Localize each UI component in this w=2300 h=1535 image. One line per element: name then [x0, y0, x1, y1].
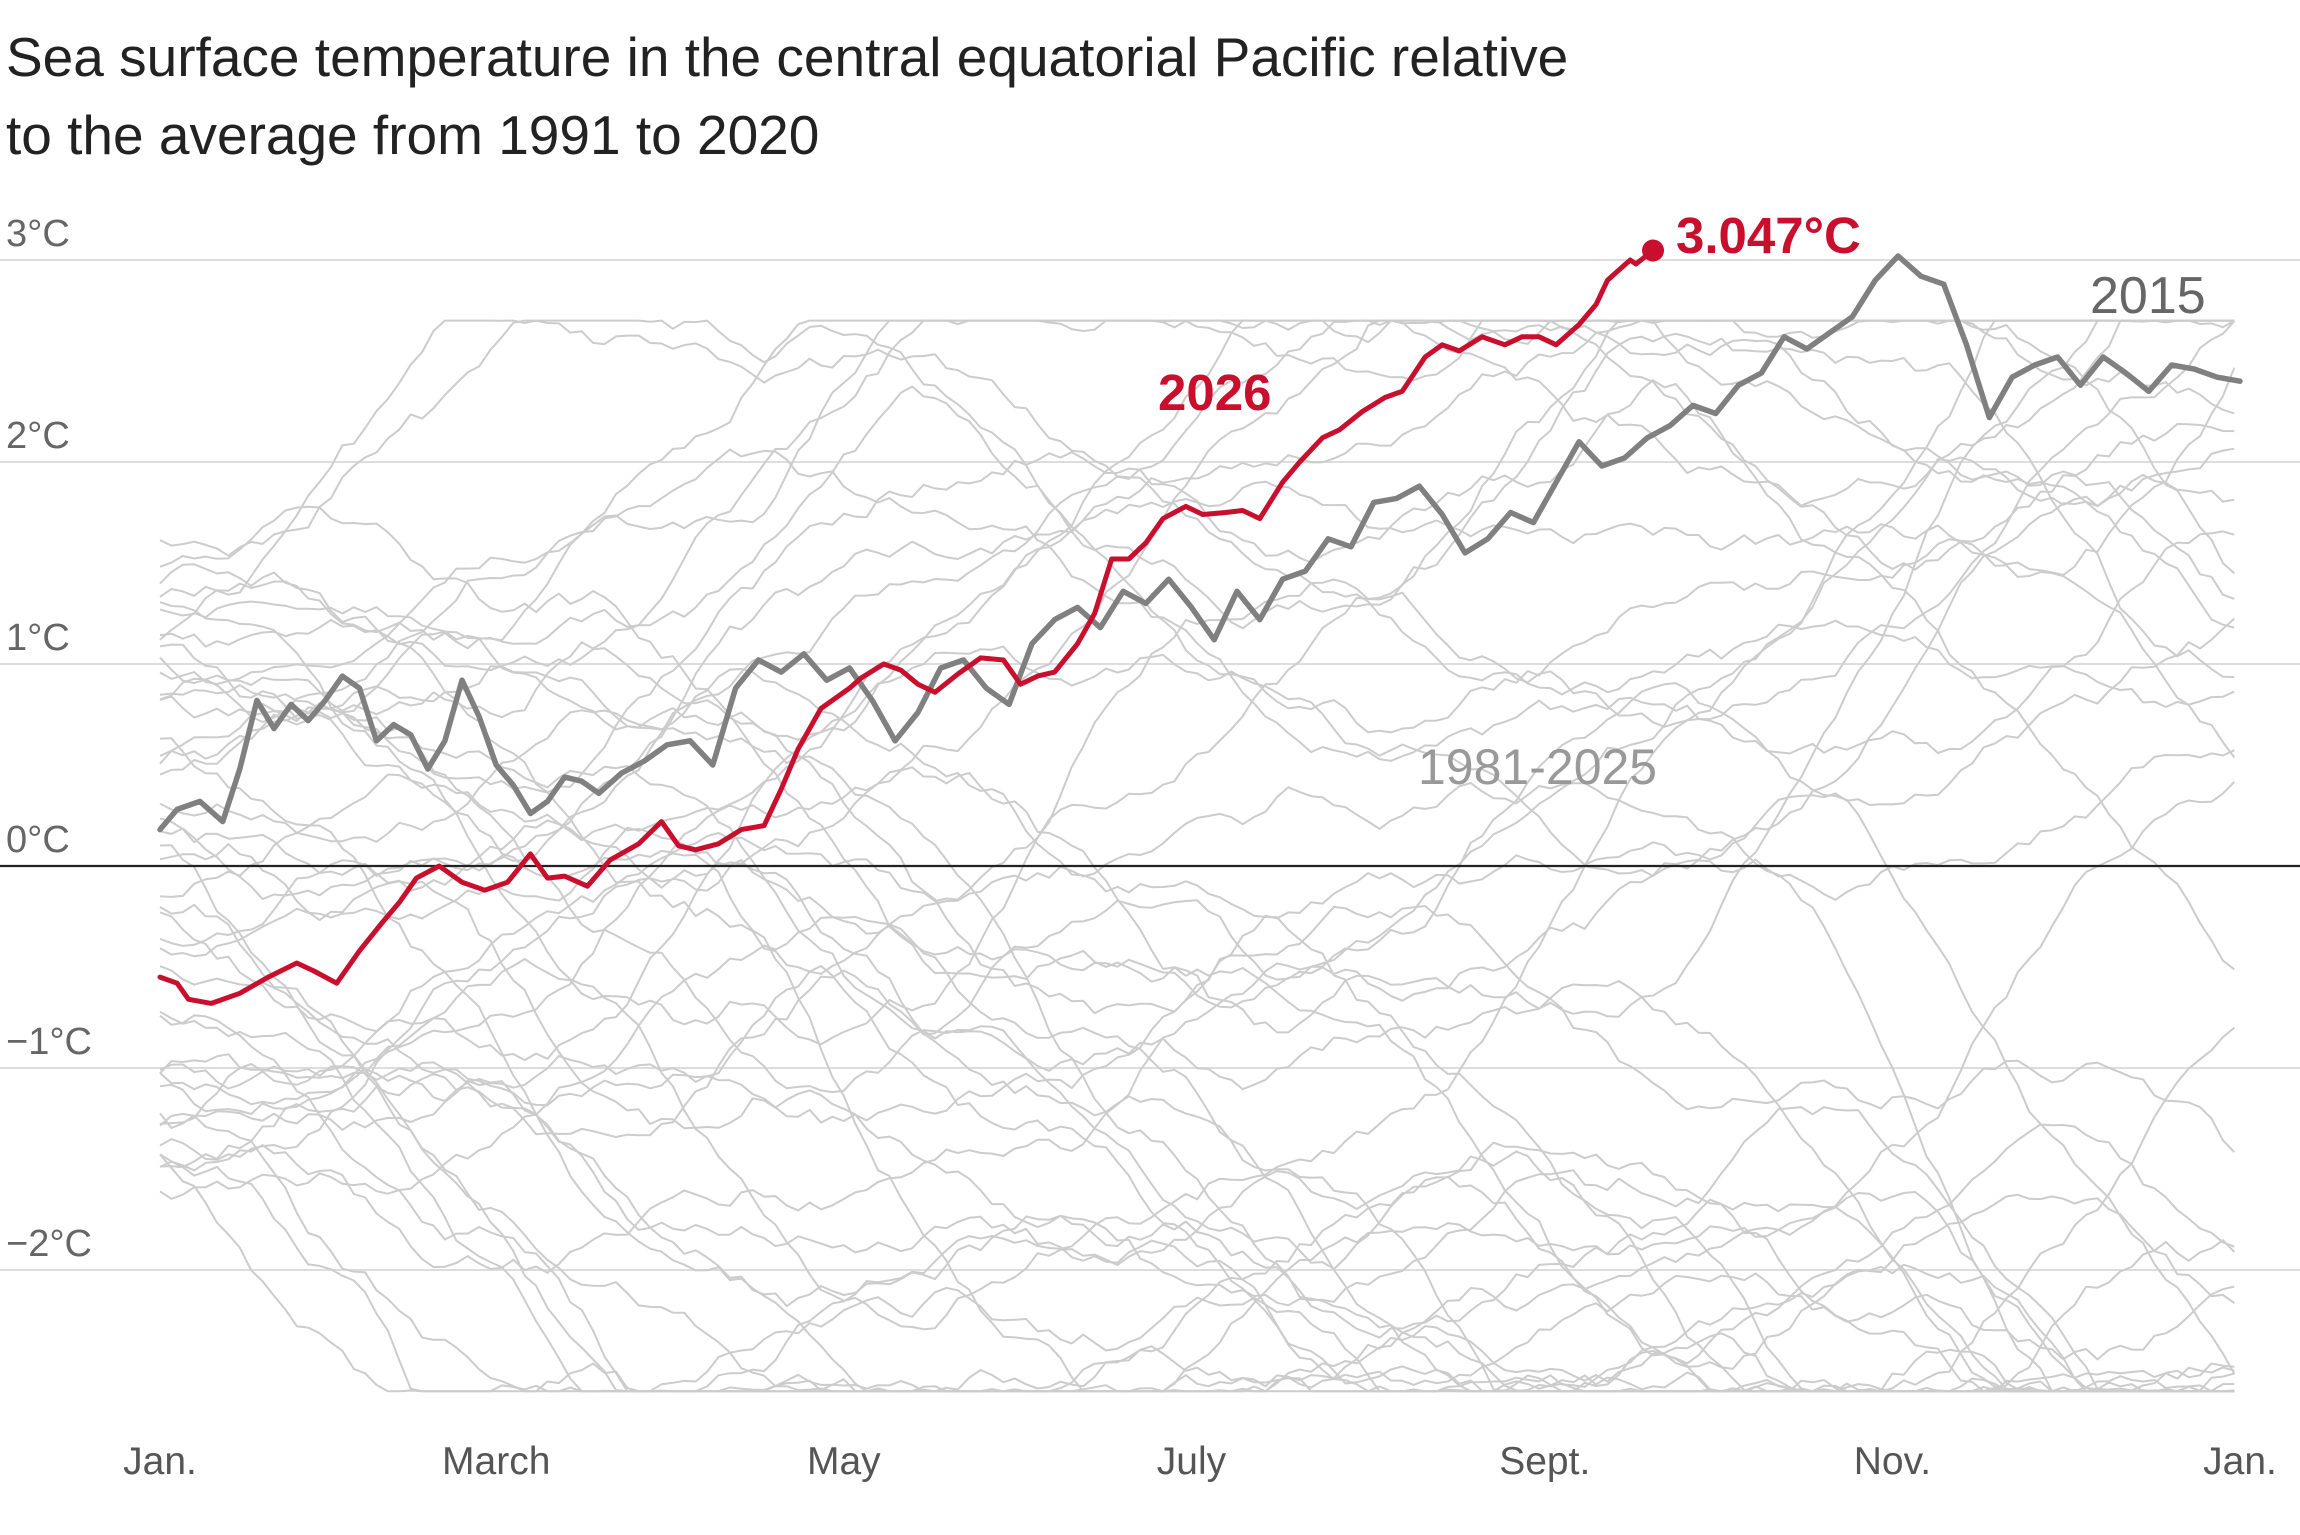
- history-line: [159, 319, 2235, 708]
- history-line: [159, 709, 2235, 1393]
- history-line: [159, 319, 2235, 1393]
- x-tick-label: May: [807, 1440, 881, 1483]
- history-line: [159, 684, 2235, 1393]
- history-line: [159, 617, 2235, 1062]
- x-tick-label: Nov.: [1854, 1440, 1931, 1483]
- history-line: [159, 782, 2235, 1393]
- x-axis-ticks: Jan. March May July Sept. Nov. Jan.: [123, 1440, 2277, 1483]
- historical-lines: [159, 319, 2236, 1393]
- history-line: [159, 319, 2235, 734]
- history-line: [159, 711, 2235, 1393]
- history-line: [159, 447, 2235, 1138]
- history-line: [159, 319, 2235, 685]
- y-tick-label: 3°C: [6, 213, 70, 255]
- x-tick-label: Jan.: [123, 1440, 197, 1483]
- series-2015-group: [157, 253, 2243, 833]
- history-line: [159, 1014, 2235, 1393]
- history-range-label: 1981-2025: [1418, 739, 1657, 795]
- y-tick-label: −1°C: [6, 1021, 92, 1063]
- y-tick-label: 0°C: [6, 819, 70, 861]
- y-tick-label: −2°C: [6, 1223, 92, 1265]
- history-line: [159, 737, 2235, 1393]
- series-2026-label: 2026: [1158, 364, 1271, 421]
- series-2026-group: [157, 239, 1665, 1006]
- chart-title-line-2: to the average from 1991 to 2020: [6, 104, 820, 166]
- history-line: [159, 618, 2235, 1015]
- history-line: [159, 905, 2236, 1153]
- series-2026-endpoint: [1642, 239, 1665, 262]
- history-line: [159, 819, 2235, 1393]
- y-tick-label: 2°C: [6, 415, 70, 457]
- history-line: [159, 1053, 2235, 1386]
- history-line: [159, 448, 2235, 762]
- series-2015-line: [157, 253, 2243, 833]
- history-line: [159, 600, 2235, 1393]
- history-line: [159, 319, 2235, 901]
- chart-title: Sea surface temperature in the central e…: [6, 18, 1906, 174]
- history-line: [159, 319, 2235, 1034]
- history-line: [159, 915, 2235, 1393]
- history-line: [159, 319, 2235, 876]
- gridlines: [0, 259, 2300, 1271]
- x-tick-label: Jan.: [2203, 1440, 2277, 1483]
- history-line: [159, 456, 2235, 1161]
- history-line: [159, 379, 2235, 971]
- history-line: [159, 1010, 2235, 1393]
- history-line: [159, 319, 2236, 765]
- history-line: [159, 319, 2235, 1125]
- series-labels: 1981-2025 2015 2026 3.047°C: [1158, 207, 2206, 795]
- chart-title-line-1: Sea surface temperature in the central e…: [6, 26, 1569, 88]
- y-axis-ticks: 3°C 2°C 1°C 0°C −1°C −2°C: [6, 213, 92, 1265]
- x-tick-label: March: [442, 1440, 550, 1483]
- series-2015-label: 2015: [2090, 267, 2206, 325]
- series-2026-line: [157, 248, 1656, 1006]
- history-line: [159, 320, 2236, 1169]
- history-line: [159, 682, 2236, 1375]
- last-value-label: 3.047°C: [1676, 207, 1861, 264]
- x-tick-label: Sept.: [1499, 1440, 1590, 1483]
- y-tick-label: 1°C: [6, 617, 70, 659]
- x-tick-label: July: [1157, 1440, 1227, 1483]
- history-line: [159, 844, 2235, 1393]
- history-line: [159, 505, 2235, 1370]
